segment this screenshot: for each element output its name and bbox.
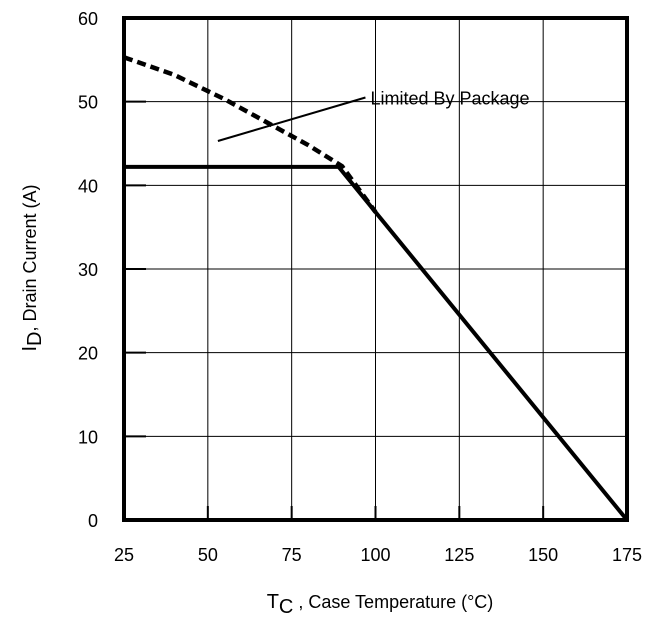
y-tick-label: 10 <box>78 427 98 447</box>
annotation-pointer <box>217 96 366 142</box>
x-tick-label: 50 <box>198 545 218 565</box>
x-tick-label: 175 <box>612 545 642 565</box>
dashed-series-line <box>123 55 378 214</box>
x-axis-title-rest: , Case Temperature (°C) <box>293 592 493 612</box>
y-axis-title-main: I <box>19 346 41 352</box>
annotation-layer: Limited By Package <box>217 88 530 142</box>
x-axis-title-main: T <box>267 591 279 613</box>
axis-tick-labels: 25 50 75 100 125 150 175 0 10 20 30 40 50 60 <box>78 9 642 565</box>
x-tick-label: 100 <box>360 545 390 565</box>
series-layer <box>123 55 629 522</box>
x-tick-label: 25 <box>114 545 134 565</box>
grid-lines <box>124 18 627 520</box>
y-tick-label: 60 <box>78 9 98 29</box>
axis-ticks <box>124 100 545 520</box>
y-tick-label: 50 <box>78 93 98 113</box>
y-tick-label: 30 <box>78 260 98 280</box>
x-tick-label: 75 <box>282 545 302 565</box>
x-axis-title-subscript: C <box>279 596 293 618</box>
x-tick-label: 125 <box>444 545 474 565</box>
annotation-label: Limited By Package <box>370 88 529 108</box>
y-tick-label: 40 <box>78 176 98 196</box>
y-axis-title: ID, Drain Current (A) <box>19 184 46 351</box>
solid-series-line <box>124 164 629 522</box>
x-tick-label: 150 <box>528 545 558 565</box>
y-axis-title-subscript: D <box>24 332 46 346</box>
x-axis-title: TC , Case Temperature (°C) <box>267 591 494 618</box>
y-axis-title-rest: , Drain Current (A) <box>20 184 40 331</box>
y-tick-label: 0 <box>88 511 98 531</box>
plot-frame <box>122 16 629 522</box>
y-tick-label: 20 <box>78 344 98 364</box>
